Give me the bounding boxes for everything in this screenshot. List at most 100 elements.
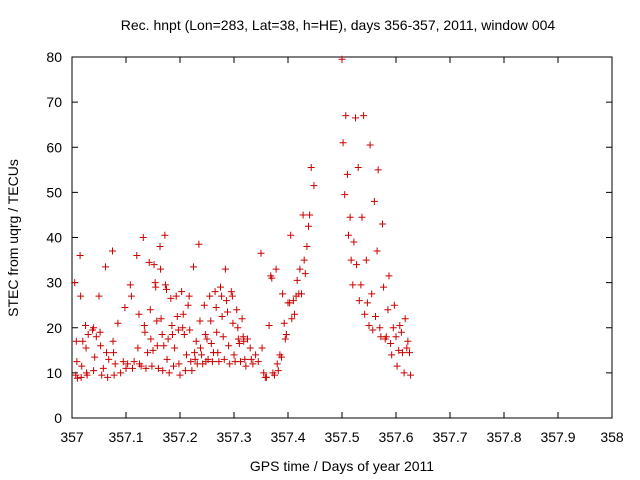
data-point	[117, 369, 125, 377]
y-tick-label: 60	[46, 139, 62, 155]
data-point	[133, 252, 141, 260]
data-point	[287, 231, 295, 239]
data-point	[268, 274, 276, 282]
data-point	[153, 342, 161, 350]
x-tick-label: 357.8	[486, 429, 521, 445]
data-point	[226, 360, 234, 368]
data-point	[188, 367, 196, 375]
data-point	[122, 364, 130, 372]
data-point	[392, 333, 400, 341]
data-point	[71, 279, 79, 287]
data-point	[212, 303, 220, 311]
data-point	[175, 360, 183, 368]
data-point	[288, 315, 296, 323]
data-point	[196, 317, 204, 325]
data-point	[146, 306, 154, 314]
data-point	[191, 349, 199, 357]
data-point	[137, 362, 145, 370]
data-points	[71, 55, 415, 382]
data-point	[357, 281, 365, 289]
x-tick-label: 357.9	[540, 429, 575, 445]
data-point	[163, 285, 170, 293]
data-point	[105, 355, 113, 363]
data-point	[358, 213, 366, 221]
data-point	[398, 349, 406, 357]
data-point	[400, 369, 408, 377]
data-point	[73, 374, 81, 382]
data-point	[346, 213, 354, 221]
data-point	[198, 351, 206, 359]
data-point	[103, 349, 111, 357]
data-point	[160, 342, 168, 350]
data-point	[301, 270, 309, 278]
data-point	[228, 292, 236, 300]
x-tick-label: 357.5	[324, 429, 359, 445]
plot-frame	[71, 56, 613, 419]
data-point	[373, 247, 381, 255]
data-point	[407, 371, 415, 379]
x-tick-label: 357.4	[270, 429, 305, 445]
data-point	[165, 369, 173, 377]
data-point	[350, 238, 358, 246]
data-point	[339, 139, 347, 147]
data-point	[168, 331, 176, 339]
data-point	[176, 371, 184, 379]
data-point	[368, 290, 376, 298]
data-point	[83, 371, 91, 379]
data-point	[281, 335, 289, 343]
data-point	[310, 182, 318, 190]
x-tick-label: 357.1	[108, 429, 143, 445]
data-point	[240, 337, 248, 345]
data-point	[145, 258, 153, 266]
data-point	[208, 358, 216, 366]
data-point	[187, 358, 195, 366]
data-point	[220, 355, 228, 363]
data-point	[247, 355, 255, 363]
data-point	[91, 353, 99, 361]
x-axis-label: GPS time / Days of year 2011	[250, 458, 434, 474]
data-point	[90, 367, 98, 375]
data-point	[286, 299, 294, 307]
data-point	[265, 321, 273, 329]
data-point	[354, 164, 362, 172]
data-point	[211, 288, 219, 296]
data-point	[260, 369, 268, 377]
data-point	[374, 166, 382, 174]
data-point	[388, 351, 396, 359]
data-point	[149, 346, 157, 354]
data-point	[396, 321, 404, 329]
plot-frame-group	[71, 56, 613, 419]
data-point	[293, 276, 301, 284]
data-point	[379, 220, 386, 228]
data-point	[148, 362, 156, 370]
data-point	[156, 243, 164, 251]
data-point	[403, 344, 411, 352]
data-point	[343, 170, 351, 178]
data-point	[262, 373, 270, 381]
data-point	[300, 256, 308, 264]
data-point	[242, 362, 250, 370]
data-point	[185, 292, 193, 300]
data-point	[305, 222, 313, 230]
data-point	[290, 310, 298, 318]
data-point	[197, 344, 205, 352]
data-point	[97, 342, 105, 350]
y-tick-label: 80	[46, 49, 62, 65]
data-point	[282, 331, 290, 339]
data-point	[95, 292, 103, 300]
data-point	[344, 231, 352, 239]
data-point	[274, 367, 282, 375]
data-point	[225, 342, 233, 350]
data-point	[204, 355, 212, 363]
data-point	[382, 333, 390, 341]
data-point	[299, 211, 307, 219]
data-point	[109, 337, 117, 345]
data-point	[184, 301, 192, 309]
data-point	[128, 364, 136, 372]
data-point	[180, 331, 188, 339]
data-point	[219, 333, 227, 341]
data-point	[393, 362, 401, 370]
data-point	[206, 292, 214, 300]
data-point	[172, 292, 180, 300]
data-point	[99, 364, 107, 372]
